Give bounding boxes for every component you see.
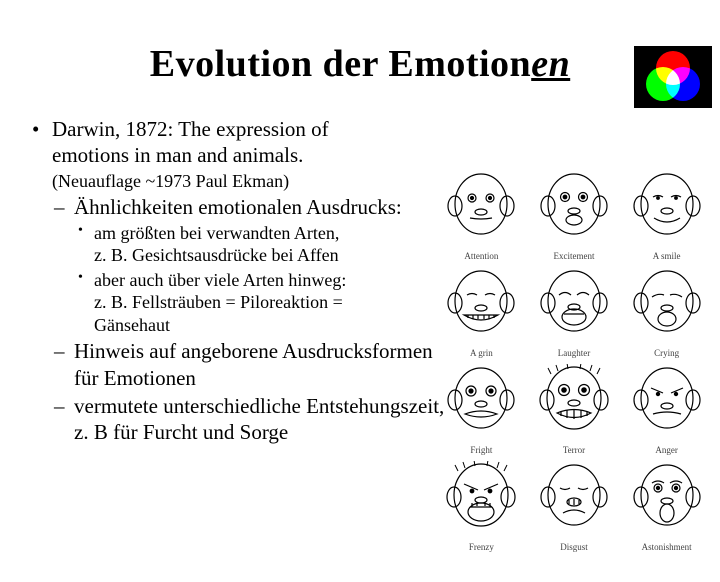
subbullet-related-species: am größten bei verwandten Arten, z. B. G…	[30, 222, 460, 267]
title-underlined-suffix: en	[531, 43, 570, 85]
grid-cell: Disgust	[531, 461, 618, 552]
title-main: Evolution der Emotion	[150, 43, 531, 85]
text-column: Darwin, 1872: The expression of emotions…	[30, 116, 460, 445]
bullet-timing: vermutete unterschiedliche Entstehungsze…	[30, 393, 460, 446]
grid-cell: Astonishment	[623, 461, 710, 552]
grid-cell: A smile	[623, 170, 710, 261]
subbullet-across-species: aber auch über viele Arten hinweg: z. B.…	[30, 269, 460, 337]
note-ekman: (Neuauflage ~1973 Paul Ekman)	[30, 171, 460, 192]
chimp-expression-grid: Attention Excitement A smile A grin Laug…	[438, 170, 710, 552]
grid-cell: Laughter	[531, 267, 618, 358]
grid-cell: Frenzy	[438, 461, 525, 552]
grid-cell: Excitement	[531, 170, 618, 261]
rgb-venn-icon	[634, 46, 712, 108]
grid-cell: Attention	[438, 170, 525, 261]
bullet-similarities: Ähnlichkeiten emotionalen Ausdrucks:	[30, 194, 460, 220]
grid-cell: Crying	[623, 267, 710, 358]
grid-cell: Fright	[438, 364, 525, 455]
grid-cell: Terror	[531, 364, 618, 455]
bullet-darwin: Darwin, 1872: The expression of emotions…	[30, 116, 460, 169]
bullet-innate: Hinweis auf angeborene Ausdrucksformen f…	[30, 338, 460, 391]
slide-title: Evolution der Emotionen	[0, 42, 720, 86]
grid-cell: Anger	[623, 364, 710, 455]
grid-cell: A grin	[438, 267, 525, 358]
